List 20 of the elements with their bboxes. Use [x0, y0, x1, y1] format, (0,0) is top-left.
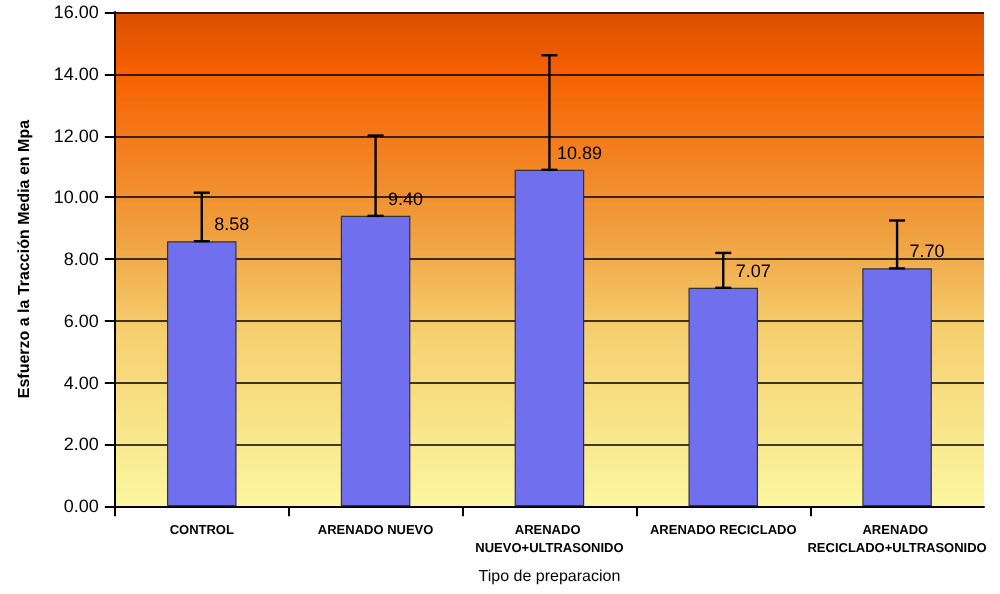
data-label: 7.07 — [735, 260, 771, 281]
data-label: 8.58 — [214, 214, 250, 235]
bar — [514, 169, 585, 507]
y-tick-label: 0.00 — [63, 496, 99, 517]
bar — [862, 268, 932, 507]
bar — [688, 287, 759, 507]
y-tick-label: 16.00 — [53, 2, 99, 22]
y-tick-label: 4.00 — [63, 372, 99, 393]
y-tick-label: 6.00 — [63, 310, 99, 331]
y-axis-title: Esfuerzo a la Tracción Media en Mpa — [15, 118, 33, 399]
y-tick-label: 14.00 — [53, 63, 99, 84]
y-tick-label: 12.00 — [53, 125, 99, 146]
data-label: 10.89 — [556, 142, 602, 163]
bar — [340, 215, 411, 507]
y-tick-label: 2.00 — [63, 434, 99, 455]
data-label: 7.70 — [909, 241, 945, 262]
x-axis-title: Tipo de preparacion — [478, 567, 621, 585]
y-tick-label: 8.00 — [63, 249, 99, 270]
bar — [166, 241, 237, 507]
y-tick-label: 10.00 — [53, 187, 99, 208]
